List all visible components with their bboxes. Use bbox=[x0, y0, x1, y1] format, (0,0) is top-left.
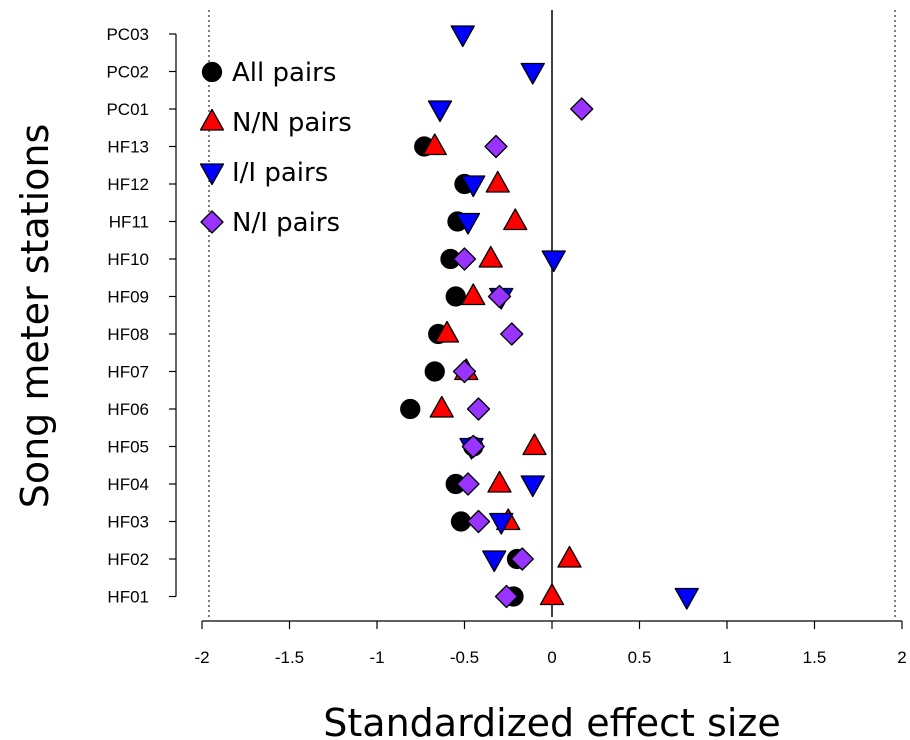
y-tick-label-hf04: HF04 bbox=[107, 475, 149, 494]
axes: PC03 PC02 PC01 HF13 HF12 HF11 HF10 HF09 HF08 HF07… bbox=[106, 25, 906, 667]
point-n-i-pairs-pc01 bbox=[570, 97, 594, 121]
point-i-i-pairs-hf03 bbox=[489, 512, 514, 535]
point-n-i-pairs-hf06 bbox=[466, 397, 491, 421]
point-n-i-pairs-hf09 bbox=[487, 284, 512, 309]
legend: All pairs N/N pairs I/I pairs N/I pairs bbox=[199, 58, 352, 238]
y-tick-label-hf02: HF02 bbox=[107, 550, 149, 569]
point-n-i-pairs-hf13 bbox=[484, 134, 508, 159]
point-n-n-pairs-hf06 bbox=[429, 395, 454, 418]
y-axis-title: Song meter stations bbox=[13, 124, 57, 509]
y-tick-label-hf10: HF10 bbox=[107, 250, 149, 269]
point-n-n-pairs-hf02 bbox=[557, 545, 582, 568]
point-n-n-pairs-hf11 bbox=[503, 208, 528, 231]
series-n-n-pairs bbox=[422, 133, 582, 606]
x-axis-title: Standardized effect size bbox=[323, 701, 780, 740]
reference-lines bbox=[208, 10, 896, 617]
y-tick-label-pc02: PC02 bbox=[106, 63, 149, 82]
legend-marker-n-n-pairs bbox=[199, 108, 225, 131]
y-tick-label-hf12: HF12 bbox=[107, 175, 149, 194]
y-tick-label-hf03: HF03 bbox=[107, 513, 149, 532]
y-tick-label-pc03: PC03 bbox=[106, 25, 149, 44]
x-tick-label: -1 bbox=[369, 648, 384, 667]
point-n-i-pairs-hf01 bbox=[494, 584, 519, 609]
point-n-n-pairs-hf08 bbox=[434, 320, 460, 343]
point-n-n-pairs-hf04 bbox=[487, 470, 512, 493]
legend-label-all-pairs: All pairs bbox=[232, 58, 336, 88]
legend-marker-all-pairs bbox=[201, 61, 223, 83]
y-tick-label-hf01: HF01 bbox=[107, 588, 149, 607]
y-tick-label-hf05: HF05 bbox=[107, 438, 149, 457]
legend-label-n-i-pairs: N/I pairs bbox=[232, 208, 340, 238]
legend-marker-i-i-pairs bbox=[199, 163, 225, 186]
data-marks bbox=[400, 25, 699, 610]
point-i-i-pairs-hf11 bbox=[455, 212, 481, 235]
point-n-i-pairs-hf04 bbox=[456, 472, 480, 496]
point-n-i-pairs-hf07 bbox=[452, 359, 477, 384]
x-tick-label: 1 bbox=[722, 648, 731, 667]
point-i-i-pairs-pc01 bbox=[427, 100, 453, 123]
point-n-n-pairs-hf12 bbox=[485, 170, 510, 193]
x-tick-label: -2 bbox=[194, 648, 209, 667]
legend-item-n-i-pairs: N/I pairs bbox=[200, 208, 340, 238]
x-tick-label: 2 bbox=[897, 648, 906, 667]
point-n-i-pairs-hf10 bbox=[452, 247, 477, 271]
legend-item-all-pairs: All pairs bbox=[201, 58, 336, 88]
y-tick-label-hf11: HF11 bbox=[109, 213, 149, 232]
series-n-i-pairs bbox=[452, 97, 594, 609]
point-n-i-pairs-hf02 bbox=[510, 547, 534, 571]
series-i-i-pairs bbox=[427, 25, 699, 610]
legend-marker-n-i-pairs bbox=[200, 210, 224, 234]
legend-label-i-i-pairs: I/I pairs bbox=[232, 158, 328, 188]
y-tick-label-hf07: HF07 bbox=[107, 363, 149, 382]
point-i-i-pairs-hf10 bbox=[541, 250, 566, 273]
point-n-i-pairs-hf08 bbox=[500, 322, 524, 346]
point-all-pairs-hf07 bbox=[424, 361, 445, 382]
point-i-i-pairs-hf12 bbox=[461, 175, 486, 198]
point-n-i-pairs-hf05 bbox=[461, 434, 485, 459]
y-tick-label-hf13: HF13 bbox=[107, 138, 149, 157]
point-i-i-pairs-hf02 bbox=[482, 550, 507, 573]
y-tick-label-hf06: HF06 bbox=[107, 400, 149, 419]
point-all-pairs-hf06 bbox=[400, 398, 421, 420]
y-tick-label-hf09: HF09 bbox=[107, 288, 149, 307]
x-tick-label: -0.5 bbox=[450, 648, 479, 667]
y-tick-label-hf08: HF08 bbox=[107, 325, 149, 344]
point-n-n-pairs-hf01 bbox=[539, 583, 565, 606]
legend-item-n-n-pairs: N/N pairs bbox=[199, 108, 352, 138]
point-n-n-pairs-hf13 bbox=[422, 133, 447, 156]
x-tick-label: -1.5 bbox=[275, 648, 304, 667]
point-all-pairs-hf09 bbox=[445, 286, 466, 307]
legend-label-n-n-pairs: N/N pairs bbox=[232, 108, 352, 138]
x-tick-label: 0.5 bbox=[628, 648, 652, 667]
point-n-n-pairs-hf10 bbox=[478, 245, 503, 268]
series-all-pairs bbox=[400, 136, 528, 607]
point-i-i-pairs-hf04 bbox=[520, 475, 545, 498]
y-tick-label-pc01: PC01 bbox=[106, 100, 149, 119]
point-n-i-pairs-hf03 bbox=[466, 509, 491, 534]
legend-item-i-i-pairs: I/I pairs bbox=[199, 158, 328, 188]
point-n-n-pairs-hf05 bbox=[522, 433, 547, 456]
x-tick-label: 1.5 bbox=[803, 648, 827, 667]
x-tick-label: 0 bbox=[547, 648, 556, 667]
point-n-n-pairs-hf09 bbox=[461, 283, 486, 306]
point-i-i-pairs-hf01 bbox=[674, 587, 699, 610]
point-i-i-pairs-pc02 bbox=[520, 62, 545, 85]
point-i-i-pairs-pc03 bbox=[450, 25, 475, 48]
